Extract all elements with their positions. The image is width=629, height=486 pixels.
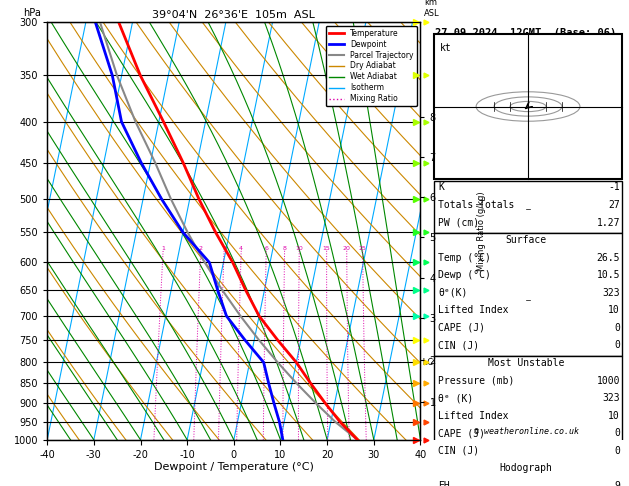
Text: 0: 0 [614, 340, 620, 350]
Y-axis label: Mixing Ratio (g/kg): Mixing Ratio (g/kg) [477, 191, 486, 271]
Text: 6: 6 [264, 246, 268, 251]
Text: 0: 0 [614, 446, 620, 456]
Text: Lifted Index: Lifted Index [438, 411, 509, 421]
Text: hPa: hPa [23, 8, 41, 17]
Text: 0: 0 [614, 323, 620, 333]
Text: θᵉ (K): θᵉ (K) [438, 393, 474, 403]
Text: 27.09.2024  12GMT  (Base: 06): 27.09.2024 12GMT (Base: 06) [435, 28, 616, 38]
Bar [434, 462, 622, 486]
Text: 8: 8 [282, 246, 287, 251]
Text: Hodograph: Hodograph [499, 463, 552, 473]
Text: 1: 1 [161, 246, 165, 251]
Legend: Temperature, Dewpoint, Parcel Trajectory, Dry Adiabat, Wet Adiabat, Isotherm, Mi: Temperature, Dewpoint, Parcel Trajectory… [326, 26, 416, 106]
Text: 4: 4 [239, 246, 243, 251]
Text: Most Unstable: Most Unstable [488, 358, 564, 368]
Title: 39°04'N  26°36'E  105m  ASL: 39°04'N 26°36'E 105m ASL [152, 10, 315, 20]
Text: Totals Totals: Totals Totals [438, 200, 515, 210]
Text: CIN (J): CIN (J) [438, 446, 479, 456]
Text: 10: 10 [608, 305, 620, 315]
Text: 2: 2 [199, 246, 203, 251]
Text: CAPE (J): CAPE (J) [438, 428, 485, 438]
Text: 27: 27 [608, 200, 620, 210]
Text: 10: 10 [608, 411, 620, 421]
Text: 9: 9 [614, 481, 620, 486]
Text: CIN (J): CIN (J) [438, 340, 479, 350]
Text: 323: 323 [602, 393, 620, 403]
Text: 25: 25 [359, 246, 367, 251]
Text: 323: 323 [602, 288, 620, 298]
Text: K: K [438, 182, 444, 192]
Text: 3: 3 [222, 246, 226, 251]
Text: km
ASL: km ASL [424, 0, 440, 17]
Text: Temp (°C): Temp (°C) [438, 253, 491, 262]
Text: 10.5: 10.5 [596, 270, 620, 280]
Text: 1.27: 1.27 [596, 218, 620, 227]
Text: 10: 10 [296, 246, 303, 251]
Text: -1: -1 [608, 182, 620, 192]
Bar [434, 35, 622, 179]
Text: EH: EH [438, 481, 450, 486]
Text: Surface: Surface [506, 235, 547, 245]
Text: Dewp (°C): Dewp (°C) [438, 270, 491, 280]
Text: CAPE (J): CAPE (J) [438, 323, 485, 333]
Bar [434, 181, 622, 233]
Text: 0: 0 [614, 428, 620, 438]
Text: Pressure (mb): Pressure (mb) [438, 376, 515, 385]
Bar [434, 356, 622, 462]
Text: Lifted Index: Lifted Index [438, 305, 509, 315]
Text: © weatheronline.co.uk: © weatheronline.co.uk [474, 428, 579, 436]
Text: PW (cm): PW (cm) [438, 218, 479, 227]
Text: 26.5: 26.5 [596, 253, 620, 262]
X-axis label: Dewpoint / Temperature (°C): Dewpoint / Temperature (°C) [154, 462, 314, 472]
Text: θᵉ(K): θᵉ(K) [438, 288, 467, 298]
Text: kt: kt [440, 43, 452, 53]
Text: 20: 20 [343, 246, 350, 251]
Text: LCL: LCL [421, 358, 438, 367]
Text: 1000: 1000 [596, 376, 620, 385]
Text: 15: 15 [323, 246, 330, 251]
Bar [434, 233, 622, 356]
